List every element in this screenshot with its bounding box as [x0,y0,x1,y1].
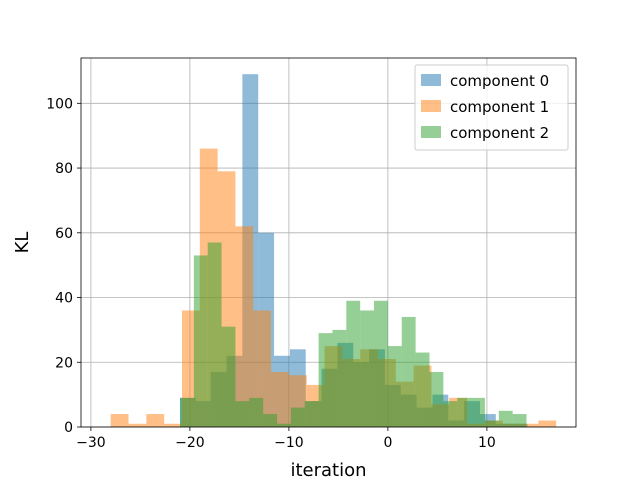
y-tick-label: 0 [64,420,73,436]
histogram-bar-series-2 [332,329,347,427]
histogram-bar-series-2 [415,352,430,427]
histogram-bar-series-1 [235,226,254,427]
histogram-bar-series-2 [221,326,236,427]
histogram-bar-series-1 [520,423,539,427]
legend-label: component 0 [450,72,549,90]
histogram-bar-series-2 [360,310,375,427]
y-tick-label: 60 [55,226,73,242]
legend-swatch [421,74,441,86]
histogram-bar-series-2 [387,346,402,427]
histogram-bar-series-2 [512,414,527,427]
histogram-bar-series-2 [429,371,444,427]
legend-box [414,64,569,151]
histogram-bar-series-1 [128,423,147,427]
histogram-bar-series-2 [207,242,222,427]
legend-label: component 1 [450,98,549,116]
histogram-bar-series-2 [290,407,305,427]
histogram-bar-series-2 [457,397,472,427]
histogram-bar-series-2 [346,300,361,427]
x-axis-label: iteration [290,460,366,480]
x-tick-label: −20 [175,435,205,451]
histogram-bar-series-2 [249,397,264,427]
histogram-bar-series-2 [498,410,513,427]
histogram-bar-series-1 [110,414,129,427]
x-tick-label: −10 [274,435,304,451]
y-tick-label: 80 [55,161,73,177]
histogram-bar-series-2 [374,300,388,427]
histogram-bar-series-2 [401,316,416,427]
legend-swatch [421,126,441,138]
y-tick-label: 20 [55,355,73,371]
legend-swatch [421,100,441,112]
legend-label: component 2 [450,124,549,142]
bars-layer [110,74,557,428]
histogram-bar-series-2 [318,333,333,427]
histogram-bar-series-1 [271,371,289,427]
legend: component 0 component 1 component 2 [414,64,569,151]
histogram-bar-series-2 [471,397,485,427]
histogram-bar-series-2 [443,401,458,427]
y-axis-label: KL [12,232,33,254]
x-tick-label: 0 [383,435,392,451]
x-tick-label: −30 [76,435,106,451]
histogram-bar-series-2 [304,401,319,427]
plot-frame [80,57,577,428]
histogram-bar-series-2 [180,397,194,427]
histogram-bar-series-2 [235,401,250,427]
histogram-bar-series-2 [263,414,278,427]
histogram-bar-series-1 [164,423,182,427]
histogram-bar-series-1 [538,420,557,427]
y-tick-label: 100 [46,96,73,112]
histogram-bar-series-2 [277,423,291,427]
histogram-bar-series-2 [193,255,208,427]
y-tick-label: 40 [55,291,73,307]
histogram-bar-series-1 [146,414,165,427]
histogram-bar-series-2 [484,420,499,427]
x-tick-label: 10 [478,435,496,451]
